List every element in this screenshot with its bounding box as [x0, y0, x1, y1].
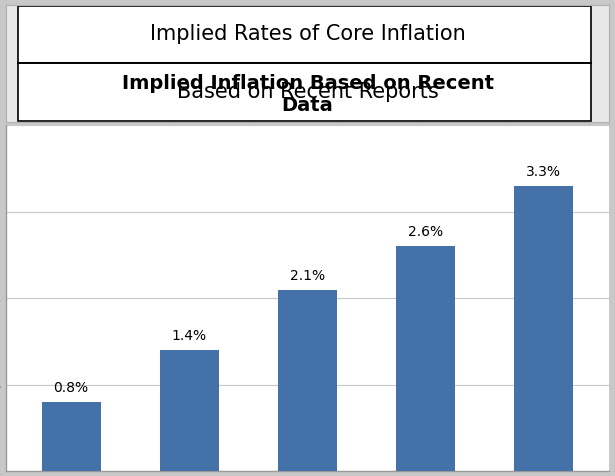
Text: 2.6%: 2.6%	[408, 225, 443, 239]
Bar	[160, 350, 219, 471]
Bar	[18, 63, 591, 120]
Bar	[514, 186, 573, 471]
Text: 0.8%: 0.8%	[54, 381, 89, 395]
Text: Based on Recent Reports: Based on Recent Reports	[177, 82, 438, 102]
Bar	[18, 6, 591, 63]
Text: 3.3%: 3.3%	[526, 165, 561, 179]
Text: 2.1%: 2.1%	[290, 268, 325, 283]
Text: 1.4%: 1.4%	[172, 329, 207, 343]
Title: Implied Inflation Based on Recent
Data: Implied Inflation Based on Recent Data	[122, 74, 493, 115]
Bar	[396, 246, 455, 471]
Bar	[42, 402, 101, 471]
Bar	[278, 289, 337, 471]
Text: Implied Rates of Core Inflation: Implied Rates of Core Inflation	[149, 24, 466, 44]
